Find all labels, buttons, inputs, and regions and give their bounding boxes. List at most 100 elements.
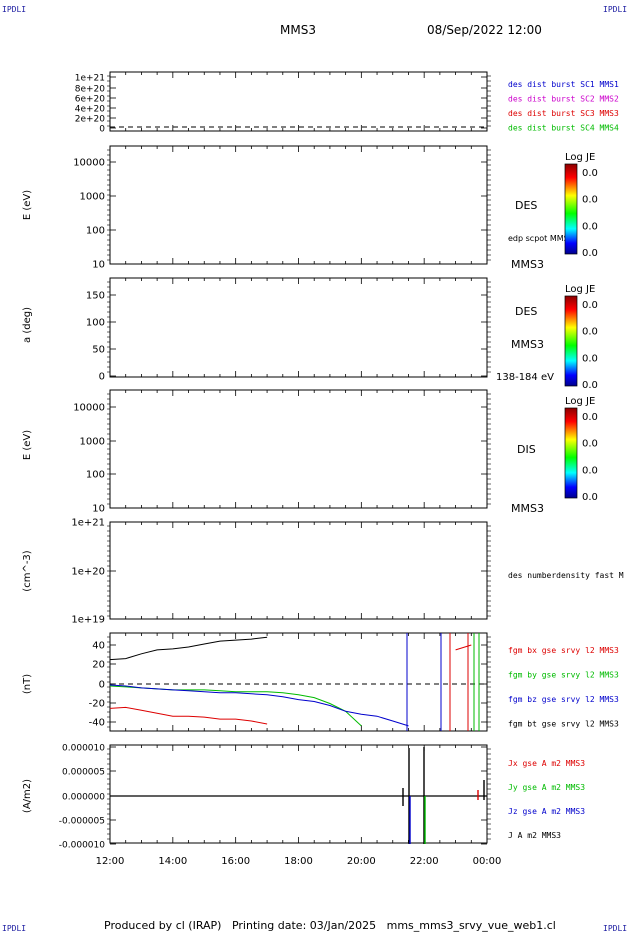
- legend-entry: fgm bz gse srvy l2 MMS3: [508, 695, 619, 704]
- corner-label-top-right: IPDLI: [603, 5, 628, 14]
- legend-entry: fgm bx gse srvy l2 MMS3: [508, 646, 619, 655]
- y-tick-label: 0: [99, 125, 105, 135]
- colorbar-tick-label: 0.0: [582, 221, 598, 232]
- legend-entry: des dist burst SC3 MMS3: [508, 109, 619, 118]
- y-tick-label: 10: [92, 260, 105, 271]
- series-line-red: [109, 644, 472, 725]
- y-axis-label: (nT): [22, 674, 33, 694]
- colorbar: [564, 295, 578, 387]
- colorbar-tick-label: 0.0: [582, 492, 598, 503]
- legend-entry: des dist burst SC4 MMS4: [508, 124, 619, 133]
- y-tick-label: 0.000000: [62, 793, 105, 803]
- legend-entry: des numberdensity fast M: [508, 571, 624, 580]
- panel-frame-des_pitch: [109, 277, 488, 378]
- side-label: DES: [515, 305, 537, 318]
- y-tick-label: 0.000005: [62, 768, 105, 778]
- colorbar-tick-label: 0.0: [582, 248, 598, 259]
- x-tick-label: 18:00: [284, 856, 313, 867]
- series-line-blue: [109, 684, 409, 727]
- y-tick-label: 2e+20: [75, 115, 106, 125]
- y-tick-label: 10000: [73, 158, 105, 169]
- legend-entry: fgm bt gse srvy l2 MMS3: [508, 720, 619, 729]
- spacecraft-title: MMS3: [280, 23, 316, 37]
- y-axis-label: a (deg): [22, 307, 33, 343]
- y-axis-label: E (eV): [22, 190, 33, 220]
- datetime-title: 08/Sep/2022 12:00: [427, 23, 542, 37]
- y-tick-label: 1e+19: [71, 615, 105, 626]
- x-tick-label: 12:00: [96, 856, 125, 867]
- corner-label-bottom-right: IPDLI: [603, 924, 628, 933]
- y-tick-label: 6e+20: [75, 95, 106, 105]
- y-axis-label: (cm^-3): [22, 550, 33, 591]
- y-tick-label: 1e+20: [71, 567, 105, 578]
- panel-frame-des_energy: [109, 145, 488, 265]
- y-tick-label: 1e+21: [71, 518, 105, 529]
- y-tick-label: -0.000005: [59, 817, 105, 827]
- y-tick-label: -0.000010: [59, 841, 105, 851]
- y-tick-label: 0: [99, 680, 105, 691]
- colorbar: [564, 163, 578, 255]
- side-label: MMS3: [511, 502, 544, 515]
- side-label: DES: [515, 199, 537, 212]
- y-tick-label: 10: [92, 504, 105, 515]
- colorbar-tick-label: 0.0: [582, 327, 598, 338]
- colorbar-title: Log JE: [565, 284, 595, 295]
- side-label: edp scpot MMS3: [508, 234, 574, 243]
- y-tick-label: 40: [92, 641, 105, 652]
- y-tick-label: 100: [86, 470, 105, 481]
- legend-entry: Jx gse A m2 MMS3: [508, 759, 585, 768]
- corner-label-bottom-left: IPDLI: [2, 924, 27, 933]
- legend-entry: des dist burst SC1 MMS1: [508, 80, 619, 89]
- y-tick-label: 1000: [80, 192, 105, 203]
- y-tick-label: 50: [92, 345, 105, 356]
- colorbar-tick-label: 0.0: [582, 380, 598, 391]
- colorbar-tick-label: 0.0: [582, 168, 598, 179]
- side-label: MMS3: [511, 338, 544, 351]
- y-tick-label: 20: [92, 660, 105, 671]
- panel-frame-fgm: [109, 632, 488, 732]
- colorbar-tick-label: 0.0: [582, 300, 598, 311]
- panel-frame-current: [109, 744, 488, 844]
- colorbar-tick-label: 0.0: [582, 439, 598, 450]
- side-label: MMS3: [511, 258, 544, 271]
- y-tick-label: 1000: [80, 437, 105, 448]
- y-tick-label: 4e+20: [75, 105, 106, 115]
- y-tick-label: -40: [89, 718, 105, 729]
- x-tick-label: 16:00: [221, 856, 250, 867]
- series-line-green: [110, 645, 471, 726]
- series-line-black: [109, 636, 268, 661]
- colorbar-title: Log JE: [565, 396, 595, 407]
- x-tick-label: 22:00: [410, 856, 439, 867]
- y-tick-label: 150: [86, 291, 105, 302]
- colorbar: [564, 407, 578, 499]
- side-label: 138-184 eV: [496, 372, 554, 383]
- y-tick-label: 10000: [73, 403, 105, 414]
- colorbar-tick-label: 0.0: [582, 465, 598, 476]
- y-tick-label: -20: [89, 699, 105, 710]
- footer-text: Produced by cl (IRAP) Printing date: 03/…: [104, 919, 556, 932]
- colorbar-title: Log JE: [565, 152, 595, 163]
- x-tick-label: 14:00: [158, 856, 187, 867]
- panel-frame-burst: [109, 71, 488, 132]
- legend-entry: des dist burst SC2 MMS2: [508, 95, 619, 104]
- y-tick-label: 0.000010: [62, 744, 105, 754]
- y-tick-label: 1e+21: [75, 74, 105, 84]
- side-label: DIS: [517, 443, 536, 456]
- y-tick-label: 100: [86, 226, 105, 237]
- y-axis-label: E (eV): [22, 430, 33, 460]
- panel-frame-dis_energy: [109, 389, 488, 509]
- y-tick-label: 8e+20: [75, 85, 106, 95]
- colorbar-tick-label: 0.0: [582, 195, 598, 206]
- x-tick-label: 20:00: [347, 856, 376, 867]
- legend-entry: fgm by gse srvy l2 MMS3: [508, 671, 619, 680]
- legend-entry: Jz gse A m2 MMS3: [508, 807, 585, 816]
- corner-label-top-left: IPDLI: [2, 5, 27, 14]
- colorbar-tick-label: 0.0: [582, 353, 598, 364]
- panel-frame-density: [109, 521, 488, 620]
- legend-entry: J A m2 MMS3: [508, 831, 561, 840]
- y-tick-label: 0: [99, 372, 105, 383]
- colorbar-tick-label: 0.0: [582, 412, 598, 423]
- legend-entry: Jy gse A m2 MMS3: [508, 783, 585, 792]
- y-tick-label: 100: [86, 318, 105, 329]
